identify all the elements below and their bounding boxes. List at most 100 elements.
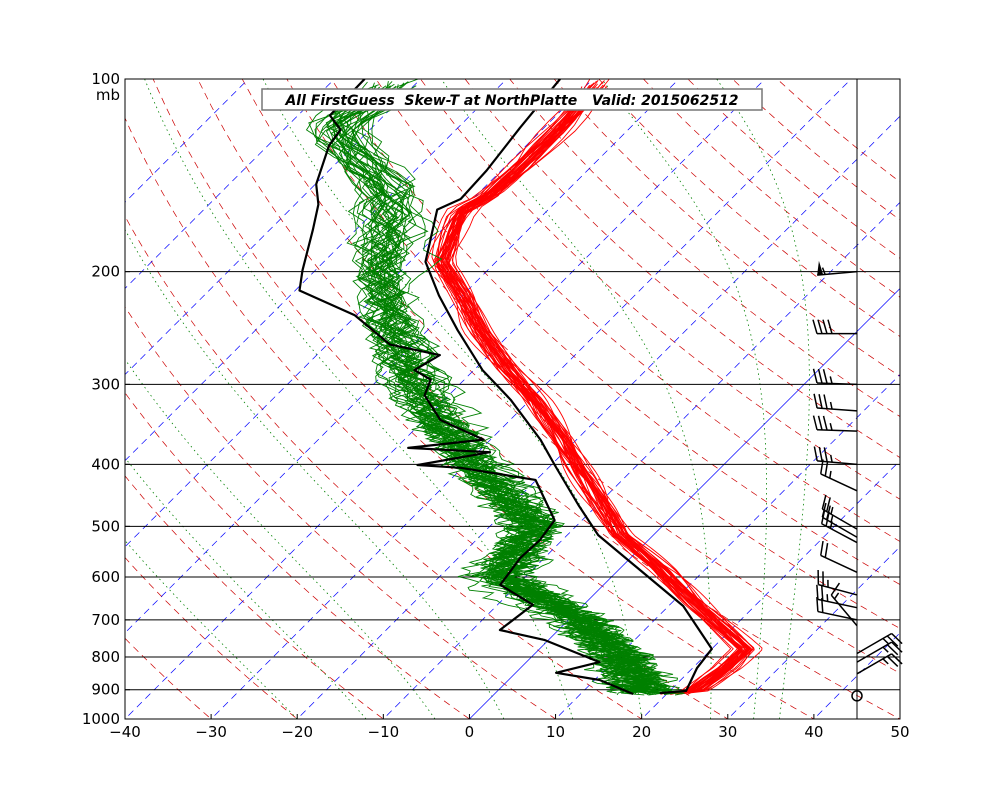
wind-barb-staff <box>817 460 858 466</box>
dry-adiabat <box>125 306 557 719</box>
dry-adiabat <box>241 79 900 674</box>
isotherm <box>296 115 900 719</box>
ensemble-profiles <box>305 79 763 696</box>
x-tick-label: −30 <box>195 723 227 741</box>
wind-barb-staff <box>817 407 858 412</box>
wind-barb-staff <box>856 641 893 663</box>
temperature-line <box>424 79 713 695</box>
wind-barb-pennant <box>817 260 824 276</box>
dry-adiabat <box>125 392 471 719</box>
wind-barb-half <box>829 521 833 529</box>
wind-barb-full <box>823 394 828 409</box>
y-tick-label: 900 <box>91 681 120 699</box>
chart-title: All FirstGuess Skew-T at NorthPlatte Val… <box>284 93 738 109</box>
wind-barb-full <box>830 582 841 596</box>
wind-barb <box>820 509 858 544</box>
wind-barb-full <box>824 543 829 558</box>
moist-adiabat <box>716 79 810 719</box>
dry-adiabat <box>197 79 900 719</box>
dry-adiabat <box>509 79 900 418</box>
wind-barb-half <box>882 646 889 653</box>
ensemble-dewpoint-member <box>333 79 680 696</box>
wind-barb-staff <box>856 632 893 655</box>
wind-barb <box>813 446 858 466</box>
wind-barb <box>820 540 858 574</box>
dry-adiabat <box>553 79 900 377</box>
dry-adiabat <box>420 79 900 500</box>
y-axis-unit-label: mb <box>96 86 120 104</box>
x-tick-label: 10 <box>546 723 565 741</box>
moist-adiabat <box>601 79 767 719</box>
wind-barb-full <box>813 393 818 409</box>
wind-barb-staff <box>830 594 858 627</box>
ensemble-temperature-member <box>447 90 746 693</box>
wind-barb-full <box>825 497 831 512</box>
dry-adiabat <box>464 79 900 459</box>
y-tick-label: 200 <box>91 263 120 281</box>
y-tick-label: 700 <box>91 611 120 629</box>
wind-barb-full <box>818 394 823 409</box>
x-tick-label: −10 <box>368 723 400 741</box>
wind-barb-staff <box>816 382 858 386</box>
x-tick-label: −40 <box>109 723 141 741</box>
wind-barbs <box>812 260 903 702</box>
wind-barb-full <box>812 415 818 430</box>
dry-adiabat <box>125 475 384 719</box>
wind-barb-full <box>821 494 827 510</box>
wind-barb-full <box>822 368 828 384</box>
isotherm <box>125 79 680 634</box>
wind-barb-full <box>827 319 833 334</box>
x-tick-label: 50 <box>890 723 909 741</box>
ensemble-dewpoint-member <box>339 87 641 695</box>
wind-barb-staff <box>817 270 858 276</box>
wind-barb-staff <box>820 473 858 492</box>
wind-barb <box>820 459 858 492</box>
wind-barb-full <box>886 635 899 647</box>
wind-barb-full <box>886 655 899 667</box>
wind-barb-half <box>829 376 833 384</box>
wind-barb <box>812 319 857 335</box>
ensemble-dewpoint-member <box>371 84 674 694</box>
wind-barb-half <box>829 454 833 463</box>
ensemble-dewpoint-member <box>338 81 649 696</box>
x-tick-label: 30 <box>718 723 737 741</box>
wind-barb <box>817 570 858 596</box>
y-tick-label: 600 <box>91 568 120 586</box>
wind-barb-full <box>813 446 818 461</box>
wind-barb-full <box>820 509 826 524</box>
wind-barb <box>813 393 858 412</box>
wind-barb-full <box>821 598 824 613</box>
wind-barb-half <box>829 423 833 431</box>
analysis-profiles <box>298 79 713 696</box>
isotherm <box>125 79 422 376</box>
ensemble-temperature-member <box>440 92 751 695</box>
wind-barb-staff <box>856 653 893 675</box>
wind-barb <box>817 260 858 276</box>
wind-barb-full <box>816 584 819 600</box>
moist-adiabat <box>125 457 367 719</box>
wind-barb-half <box>821 267 826 275</box>
dry-adiabat <box>331 79 900 586</box>
x-tick-label: 40 <box>804 723 823 741</box>
ensemble-temperature-member <box>437 80 749 696</box>
wind-barb-half <box>882 658 889 665</box>
wind-barb-full <box>817 368 823 384</box>
wind-barb-half <box>833 592 840 600</box>
isotherm <box>382 201 900 719</box>
ensemble-temperature-member <box>452 91 734 695</box>
dry-adiabat <box>125 215 643 719</box>
dewpoint-line <box>298 79 634 696</box>
ensemble-temperature-member <box>437 90 738 695</box>
title-box <box>261 88 763 111</box>
wind-barb-full <box>824 461 829 477</box>
y-tick-label: 100 <box>91 70 120 88</box>
wind-barb-half <box>829 470 832 479</box>
dry-adiabat <box>152 79 815 719</box>
ensemble-temperature-member <box>434 85 763 695</box>
wind-barb-staff <box>818 583 858 596</box>
y-tick-label: 500 <box>91 517 120 535</box>
y-tick-label: 300 <box>91 375 120 393</box>
background-lines <box>125 79 900 719</box>
wind-barb <box>830 582 858 627</box>
